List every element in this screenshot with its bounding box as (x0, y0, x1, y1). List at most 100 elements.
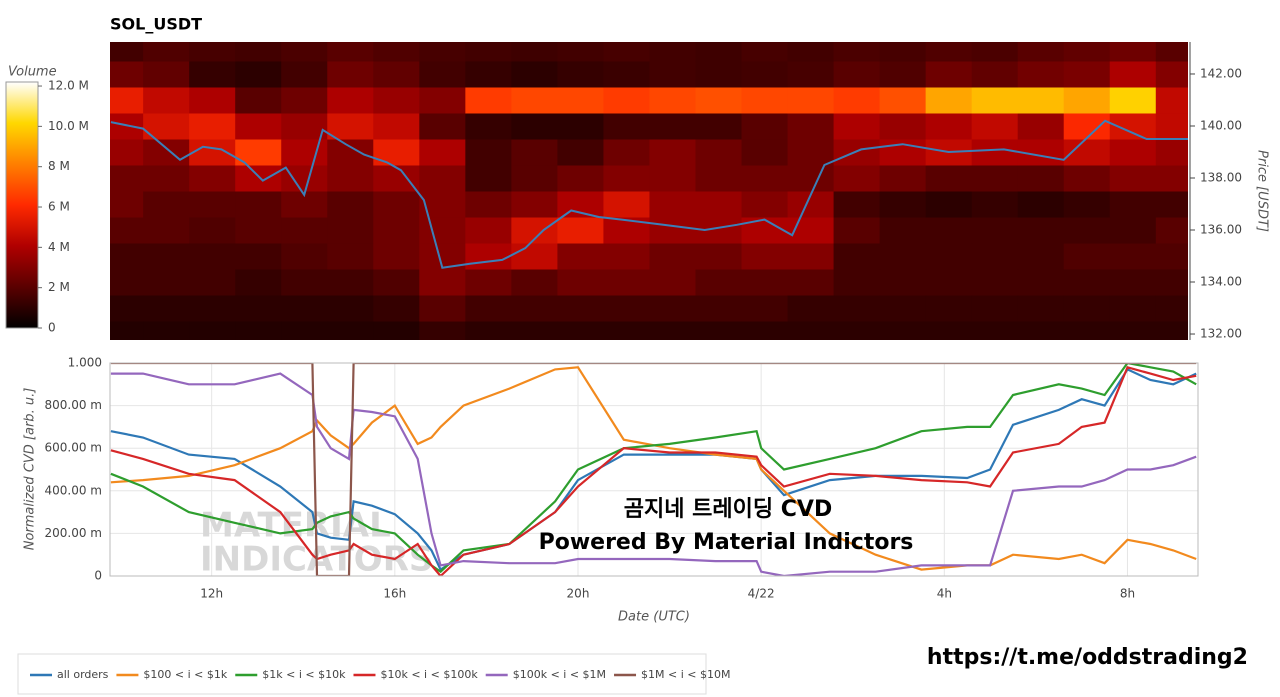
heat-cell (695, 112, 743, 140)
heat-cell (373, 295, 420, 322)
series-line (110, 363, 1197, 574)
heat-cell (327, 243, 374, 270)
heat-cell (971, 42, 1019, 62)
heat-cell (110, 42, 144, 62)
heat-cell (465, 60, 512, 88)
y-tick-label: 138.00 (1200, 170, 1242, 184)
x-tick-label: 20h (567, 587, 590, 601)
heat-cell (235, 60, 282, 88)
heat-cell (189, 164, 236, 192)
heat-cell (373, 86, 420, 114)
heat-cell (603, 42, 650, 62)
heat-cell (419, 295, 466, 322)
heat-cell (235, 86, 282, 114)
series-line (110, 372, 1197, 576)
heat-cell (281, 243, 328, 270)
heat-cell (189, 60, 236, 88)
heat-cell (327, 60, 374, 88)
colorbar-tick-label: 6 M (48, 200, 70, 214)
heat-cell (1155, 42, 1188, 62)
heat-cell (1155, 191, 1188, 218)
heat-cell (373, 191, 420, 218)
heat-cell (649, 60, 696, 88)
x-tick-label: 4h (937, 587, 952, 601)
heat-cell (741, 112, 789, 140)
heat-cell (373, 138, 420, 166)
heat-cell (971, 112, 1019, 140)
heat-cell (373, 42, 420, 62)
heat-cell (925, 191, 973, 218)
watermark: MATERIAL (200, 506, 391, 546)
heat-cell (603, 295, 650, 322)
heat-cell (327, 295, 374, 322)
heat-cell (110, 191, 144, 218)
heat-cell (143, 86, 190, 114)
heat-cell (879, 164, 927, 192)
heat-cell (1155, 217, 1188, 244)
heat-cell (787, 164, 835, 192)
heatmap (110, 42, 1188, 340)
heat-cell (557, 321, 604, 340)
heat-cell (603, 243, 650, 270)
heat-cell (695, 295, 743, 322)
plot-frame (109, 362, 1199, 577)
heat-cell (833, 243, 881, 270)
heat-cell (281, 42, 328, 62)
heat-cell (143, 42, 190, 62)
heat-cell (695, 164, 743, 192)
heat-cell (511, 86, 558, 114)
colorbar-tick-label: 12.0 M (48, 79, 89, 93)
heat-cell (511, 321, 558, 340)
heat-cell (1017, 164, 1065, 192)
heat-cell (419, 321, 466, 340)
heat-cell (110, 217, 144, 244)
heat-cell (465, 243, 512, 270)
heat-cell (649, 42, 696, 62)
heat-cell (787, 269, 835, 296)
heat-cell (879, 191, 927, 218)
heat-cell (557, 86, 604, 114)
heat-cell (649, 295, 696, 322)
heat-cell (511, 42, 558, 62)
legend-label: all orders (57, 668, 109, 681)
heat-cell (741, 60, 789, 88)
heat-cell (373, 217, 420, 244)
heat-cell (1063, 112, 1111, 140)
heat-cell (741, 164, 789, 192)
colorbar-tick-label: 0 (48, 321, 56, 335)
legend-label: $10k < i < $100k (380, 668, 478, 681)
heat-cell (419, 112, 466, 140)
heat-cell (110, 164, 144, 192)
y-tick-label: 132.00 (1200, 327, 1242, 341)
heat-cell (1063, 217, 1111, 244)
heat-cell (235, 295, 282, 322)
heat-cell (787, 60, 835, 88)
heat-cell (741, 321, 789, 340)
heat-cell (741, 42, 789, 62)
heat-cell (833, 295, 881, 322)
y-tick-label: 400.00 m (45, 483, 103, 497)
heat-cell (465, 112, 512, 140)
heat-cell (879, 138, 927, 166)
heat-cell (879, 295, 927, 322)
heat-cell (971, 164, 1019, 192)
heat-cell (189, 243, 236, 270)
heat-cell (971, 269, 1019, 296)
heat-cell (557, 42, 604, 62)
y-axis-label: Price [USDT] (1255, 150, 1270, 232)
heat-cell (235, 191, 282, 218)
heat-cell (925, 112, 973, 140)
heat-cell (833, 86, 881, 114)
heat-cell (110, 86, 144, 114)
heat-cell (1063, 295, 1111, 322)
heat-cell (925, 60, 973, 88)
heat-cell (879, 217, 927, 244)
heat-cell (971, 60, 1019, 88)
heat-cell (235, 164, 282, 192)
heat-cell (787, 243, 835, 270)
heat-cell (1109, 243, 1157, 270)
heat-cell (971, 138, 1019, 166)
heat-cell (833, 321, 881, 340)
heat-cell (603, 138, 650, 166)
